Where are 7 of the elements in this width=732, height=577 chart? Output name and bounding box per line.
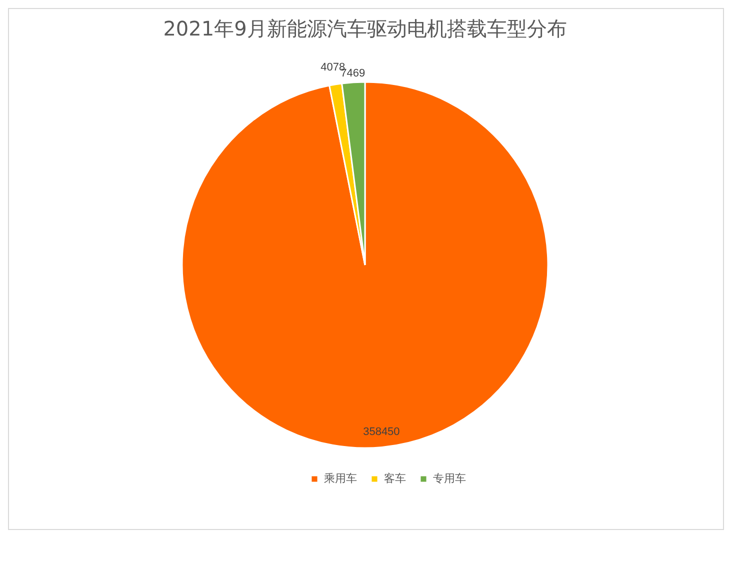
data-label: 358450 [363,426,400,438]
legend-label: 专用车 [433,472,466,485]
pie-slice [181,81,549,449]
chart-title: 2021年9月新能源汽车驱动电机搭载车型分布 [163,16,567,41]
data-label: 7469 [340,67,366,80]
legend-label: 客车 [384,472,406,485]
legend-label: 乘用车 [324,472,357,485]
